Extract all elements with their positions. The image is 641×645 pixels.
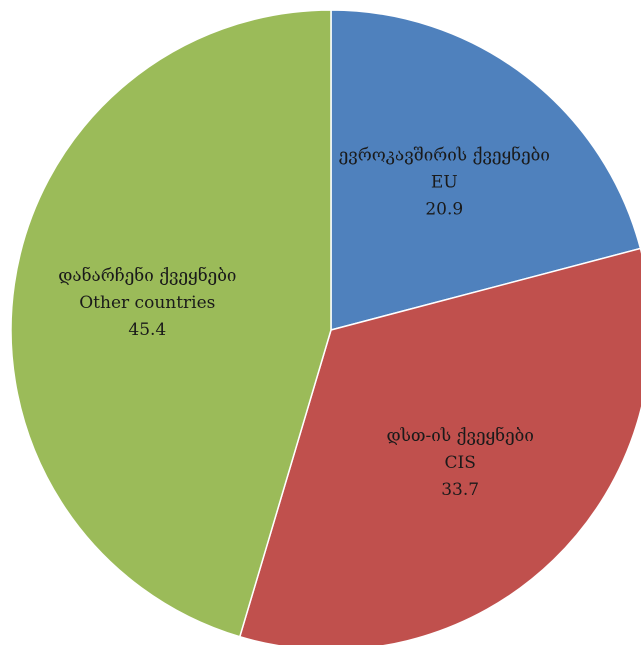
slice-value-label: 45.4 <box>128 320 166 340</box>
slice-value-label: 20.9 <box>425 199 463 219</box>
slice-label-ka: ევროკავშირის ქვეყნები <box>339 145 550 165</box>
slice-label-en: EU <box>431 172 458 192</box>
slice-label-en: Other countries <box>79 293 215 313</box>
pie-slice-cis <box>238 247 641 645</box>
slice-value-label: 33.7 <box>441 480 479 500</box>
slice-label-ka: დსთ-ის ქვეყნები <box>386 426 533 446</box>
slice-label-ka: დანარჩენი ქვეყნები <box>58 266 236 286</box>
slice-label-en: CIS <box>444 453 475 473</box>
pie-slice-eu <box>330 9 641 331</box>
pie-slice-other-countries <box>10 9 332 638</box>
pie-slices <box>10 9 641 645</box>
pie-labels: ევროკავშირის ქვეყნები EU 20.9 დსთ-ის ქვეყნე… <box>58 145 550 499</box>
